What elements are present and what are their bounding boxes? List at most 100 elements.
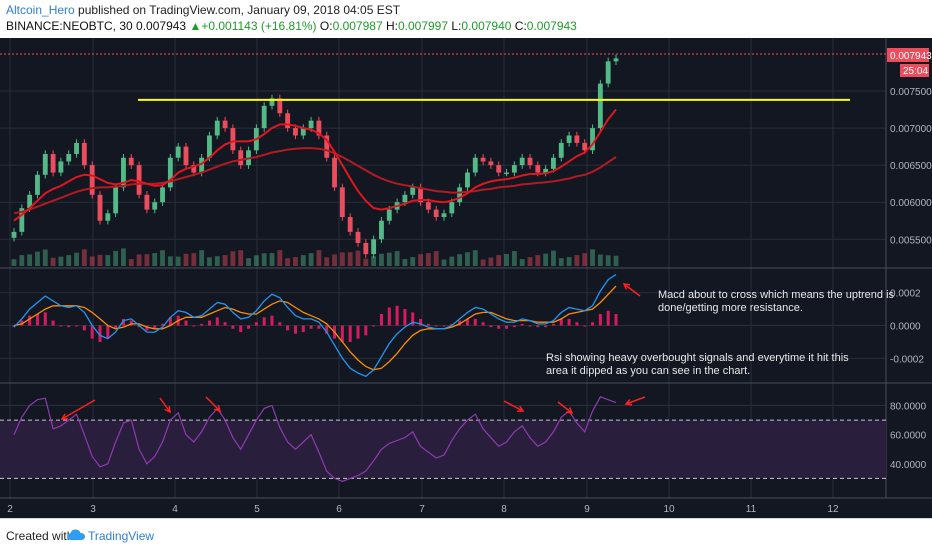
volume-bar: [418, 254, 423, 266]
candle-body: [402, 194, 408, 203]
trading-chart[interactable]: 0.007500 0.007000 0.006500 0.006000 0.005500…: [0, 38, 932, 518]
volume-bar: [465, 252, 470, 266]
volume-bar: [19, 255, 25, 266]
volume-bar: [253, 255, 259, 266]
macd-hist-bar: [231, 325, 235, 329]
rsi-tick-label: 80.0000: [890, 402, 927, 413]
volume-bar: [394, 251, 400, 266]
macd-hist-bar: [387, 307, 391, 326]
volume-bar: [152, 253, 158, 266]
macd-hist-bar: [43, 312, 47, 326]
volume-bar: [121, 248, 126, 266]
macd-hist-bar: [419, 318, 423, 326]
candle-body: [105, 213, 111, 221]
volume-bar: [316, 250, 322, 266]
volume-bar: [113, 250, 119, 266]
volume-bar: [167, 256, 173, 266]
volume-bar: [511, 251, 517, 266]
volume-bar: [410, 257, 416, 266]
macd-hist-bar: [67, 325, 71, 328]
volume-bar: [402, 259, 408, 266]
macd-hist-bar: [254, 322, 258, 326]
volume-bar: [42, 249, 48, 266]
price-tick-label: 0.007500: [890, 87, 932, 98]
volume-bar: [238, 250, 244, 266]
volume-bar: [214, 256, 220, 266]
ohlc-line: BINANCE:NEOBTC, 30 0.007943 ▲+0.001143 (…: [6, 19, 577, 33]
volume-bar: [81, 249, 87, 266]
volume-bar: [332, 254, 337, 266]
time-tick-label: 9: [584, 504, 590, 515]
volume-bar: [97, 254, 103, 266]
chart-header: Altcoin_Hero published on TradingView.co…: [0, 0, 932, 38]
volume-bar: [58, 256, 64, 266]
macd-pane: [12, 274, 618, 378]
high-value: 0.007997: [397, 19, 449, 33]
volume-bar: [160, 250, 165, 266]
volume-bar: [136, 254, 142, 266]
candle-body: [35, 174, 40, 195]
candle-body: [543, 168, 549, 173]
candle-body: [121, 157, 126, 188]
macd-hist-bar: [239, 325, 243, 333]
volume-bar: [261, 253, 267, 266]
volume-bar: [597, 254, 603, 266]
macd-hist-bar: [348, 325, 352, 342]
volume-bar: [379, 253, 384, 266]
candle-body: [207, 135, 212, 158]
author-link[interactable]: Altcoin_Hero: [6, 3, 75, 17]
volume-bar: [89, 256, 95, 266]
rsi-overbought-band: [0, 420, 886, 479]
macd-hist-bar: [106, 325, 110, 339]
publish-info: published on TradingView.com, January 09…: [78, 3, 401, 17]
volume-bar: [74, 252, 79, 266]
macd-hist-bar: [340, 325, 344, 342]
ma-fast-line: [13, 108, 617, 222]
red-arrow-head: [214, 405, 222, 413]
candle-body: [582, 142, 588, 151]
candle-body: [128, 157, 134, 166]
macd-hist-bar: [544, 325, 548, 328]
candle-body: [496, 165, 502, 173]
volume-bar: [230, 251, 236, 266]
candle-body: [410, 187, 416, 195]
rsi-annotation: Rsi showing heavy overbought signals and…: [546, 352, 849, 378]
price-badge-bg: [887, 48, 929, 62]
macd-hist-bar: [481, 322, 485, 326]
volume-bar: [605, 255, 611, 266]
volume-bar: [35, 251, 40, 266]
candle-body: [238, 150, 244, 166]
volume-bar: [363, 258, 369, 266]
candle-body: [566, 135, 572, 143]
candle-body: [418, 187, 423, 203]
time-tick-label: 12: [827, 504, 839, 515]
red-arrow-shaft: [557, 401, 573, 414]
macd-hist-bar: [145, 325, 149, 331]
macd-hist-bar: [403, 309, 407, 326]
red-arrow-head: [516, 405, 525, 412]
price-change: +0.001143 (+16.81%): [201, 19, 317, 33]
macd-hist-bar: [82, 325, 86, 331]
volume-bar: [191, 253, 197, 266]
candle-body: [167, 157, 173, 188]
candle-body: [613, 58, 619, 62]
macd-hist-bar: [278, 322, 282, 326]
red-arrow-head: [622, 283, 631, 290]
macd-hist-bar: [286, 325, 290, 331]
candle-body: [152, 202, 158, 210]
macd-hist-bar: [598, 314, 602, 326]
candle-body: [19, 208, 25, 232]
tradingview-brand-link[interactable]: TradingView: [88, 529, 155, 543]
macd-hist-bar: [551, 323, 555, 326]
macd-hist-bar: [356, 325, 360, 339]
candle-body: [316, 120, 322, 136]
volume-bar: [574, 255, 580, 266]
macd-hist-bar: [606, 310, 610, 326]
high-label: H:: [385, 19, 398, 33]
rsi-annotation-line-2: area it dipped as you can see in the cha…: [546, 365, 751, 377]
macd-annotation-line-1: Macd about to cross which means the uptr…: [658, 289, 895, 301]
macd-hist-bar: [583, 325, 587, 327]
red-arrow-head: [164, 405, 171, 414]
candle-body: [480, 157, 486, 162]
volume-bar: [425, 253, 431, 266]
